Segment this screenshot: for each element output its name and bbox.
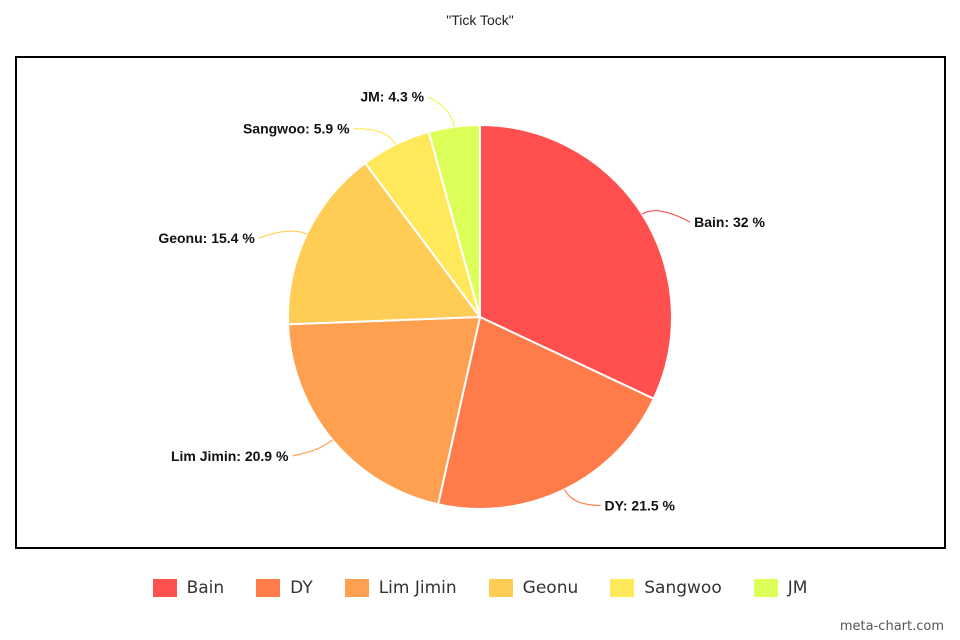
- slice-label-dy: DY: 21.5 %: [604, 497, 675, 513]
- legend-label: Lim Jimin: [378, 578, 457, 598]
- slice-label-sangwoo: Sangwoo: 5.9 %: [243, 121, 350, 137]
- legend-label: Geonu: [522, 578, 579, 598]
- legend-swatch: [256, 579, 281, 597]
- legend-item-geonu[interactable]: Geonu: [488, 578, 579, 598]
- connector-dy: [563, 489, 601, 507]
- legend-label: DY: [290, 578, 313, 598]
- legend-label: Sangwoo: [644, 578, 722, 598]
- connector-geonu: [258, 230, 308, 239]
- pie-slice-dy[interactable]: [436, 315, 656, 510]
- legend-swatch: [753, 579, 778, 597]
- pie-slice-geonu[interactable]: [287, 161, 482, 326]
- pie-slice-jm[interactable]: [427, 123, 481, 318]
- legend-label: Bain: [186, 578, 225, 598]
- legend-item-jm[interactable]: JM: [753, 578, 808, 598]
- legend-item-sangwoo[interactable]: Sangwoo: [610, 578, 722, 598]
- label-connectors: [258, 96, 691, 507]
- chart-title: "Tick Tock": [446, 12, 514, 28]
- legend: Bain DY Lim Jimin Geonu Sangwoo JM: [0, 578, 960, 598]
- legend-item-lim-jimin[interactable]: Lim Jimin: [344, 578, 457, 598]
- slice-label-bain: Bain: 32 %: [694, 214, 765, 230]
- slice-labels: Bain: 32 % DY: 21.5 % Lim Jimin: 20.9 % Geo…: [158, 89, 765, 514]
- legend-label: JM: [787, 578, 808, 598]
- slice-label-lim-jimin: Lim Jimin: 20.9 %: [171, 448, 289, 464]
- legend-swatch: [610, 579, 635, 597]
- legend-swatch: [344, 579, 369, 597]
- slice-label-jm: JM: 4.3 %: [360, 89, 424, 105]
- pie-slices: [287, 123, 673, 510]
- connector-lim-jimin: [292, 439, 333, 457]
- connector-sangwoo: [353, 127, 397, 145]
- legend-swatch: [488, 579, 513, 597]
- connector-bain: [641, 210, 691, 223]
- legend-swatch: [152, 579, 177, 597]
- watermark: meta-chart.com: [839, 619, 944, 634]
- legend-item-bain[interactable]: Bain: [152, 578, 225, 598]
- legend-item-dy[interactable]: DY: [256, 578, 313, 598]
- slice-label-geonu: Geonu: 15.4 %: [158, 230, 255, 246]
- connector-jm: [427, 96, 455, 127]
